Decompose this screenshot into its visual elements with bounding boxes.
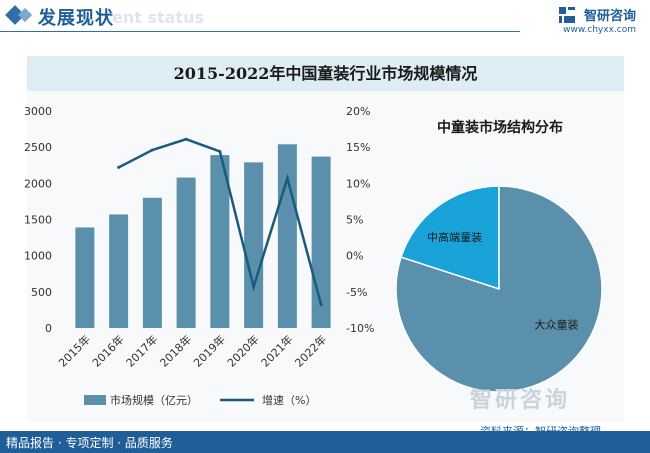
chart-title-band: 2015-2022年中国童装行业市场规模情况 <box>27 56 624 91</box>
bar <box>109 214 129 328</box>
legend-bar-swatch <box>84 395 106 405</box>
bar <box>142 197 162 328</box>
growth-point <box>150 148 154 152</box>
bar <box>210 155 230 328</box>
header: 发展现状 ent status 智研咨询 www.chyxx.com <box>0 0 650 36</box>
y-left-tick-label: 1000 <box>24 250 52 263</box>
y-right-tick-label: 0% <box>346 250 363 263</box>
bar <box>176 177 196 328</box>
growth-point <box>285 176 289 180</box>
growth-point <box>218 150 222 154</box>
x-tick-label: 2017年 <box>123 332 160 369</box>
y-left-tick-label: 0 <box>45 322 52 335</box>
x-tick-label: 2016年 <box>89 332 126 369</box>
logo-url: www.chyxx.com <box>563 25 636 35</box>
x-tick-label: 2018年 <box>157 332 194 369</box>
brand-logo: 智研咨询 www.chyxx.com <box>558 4 636 35</box>
y-right-tick-label: 15% <box>346 141 370 154</box>
bar <box>244 162 264 328</box>
watermark-text: 智研咨询 <box>470 388 571 413</box>
footer-bar: 精品报告 · 专项定制 · 品质服务 <box>0 431 650 453</box>
growth-point <box>252 285 256 289</box>
y-left-tick-label: 2000 <box>24 177 52 190</box>
y-left-tick-label: 2500 <box>24 141 52 154</box>
chart-title: 2015-2022年中国童装行业市场规模情况 <box>173 64 478 83</box>
y-right-tick-label: -5% <box>346 286 367 299</box>
x-tick-label: 2019年 <box>191 332 228 369</box>
pie-slice <box>400 185 500 291</box>
x-tick-label: 2020年 <box>224 332 261 369</box>
y-right-tick-label: 5% <box>346 214 363 227</box>
pie-slice-label: 大众童装 <box>535 318 579 332</box>
logo-mark-icon <box>558 6 575 23</box>
y-right-tick-label: -10% <box>346 322 374 335</box>
y-left-tick-label: 1500 <box>24 214 52 227</box>
y-right-tick-label: 10% <box>346 177 370 190</box>
legend-bar-label: 市场规模（亿元） <box>110 393 198 407</box>
logo-name: 智研咨询 <box>583 9 636 24</box>
growth-point <box>117 165 121 169</box>
y-left-tick-label: 500 <box>31 286 52 299</box>
x-tick-label: 2022年 <box>292 332 329 369</box>
y-left-tick-label: 3000 <box>24 105 52 118</box>
pie-title: 中童装市场结构分布 <box>437 120 563 136</box>
legend-line-label: 增速（%） <box>262 393 316 407</box>
growth-point <box>319 303 323 307</box>
bar <box>277 144 297 328</box>
header-divider <box>0 31 520 32</box>
pie-slice-label: 中高端童装 <box>427 230 482 244</box>
pie-slice <box>395 185 603 393</box>
x-tick-label: 2021年 <box>258 332 295 369</box>
bar <box>75 227 95 328</box>
footer-text: 精品报告 · 专项定制 · 品质服务 <box>6 436 173 450</box>
x-tick-label: 2015年 <box>56 332 93 369</box>
growth-point <box>184 137 188 141</box>
section-title: 发展现状 <box>38 8 114 29</box>
y-right-tick-label: 20% <box>346 105 370 118</box>
header-watermark-text: ent status <box>112 8 204 27</box>
